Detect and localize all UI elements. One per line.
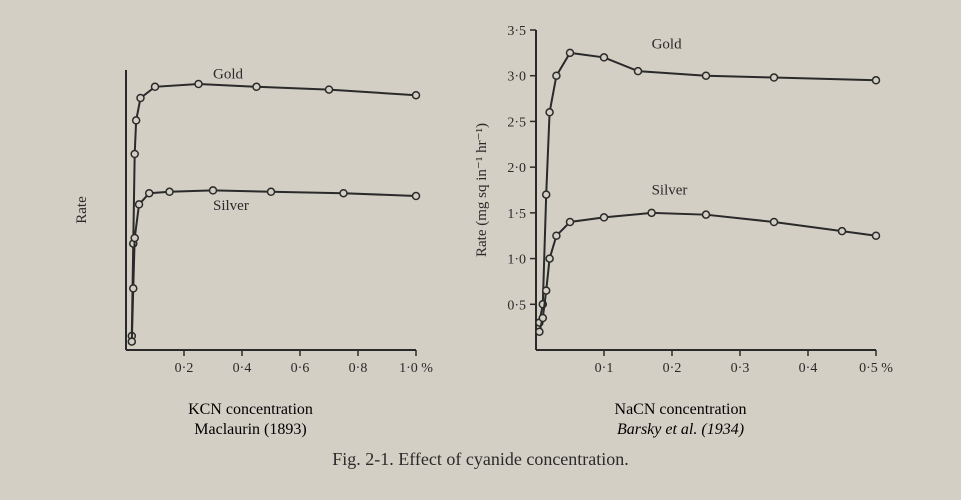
data-point bbox=[166, 188, 173, 195]
right-chart-panel: 0·1 0·2 0·3 0·4 0·5 % 0·5 1·0 1·5 2·0 2·5 3·0 3·5 Ra… bbox=[466, 20, 896, 439]
x-tick-label: 0·2 bbox=[174, 361, 193, 376]
data-point bbox=[872, 77, 879, 84]
data-point bbox=[128, 338, 135, 345]
left-author: Maclaurin (1893) bbox=[66, 421, 436, 439]
data-point bbox=[648, 209, 655, 216]
y-tick-label: 3·5 bbox=[507, 24, 526, 39]
series-line bbox=[539, 53, 876, 323]
left-chart-panel: 0·2 0·4 0·6 0·8 1·0 % Rate Gold Silver KCN conc… bbox=[66, 60, 436, 439]
data-point bbox=[702, 211, 709, 218]
x-tick-label: 0·6 bbox=[290, 361, 309, 376]
data-point bbox=[546, 109, 553, 116]
x-tick-label: 0·4 bbox=[798, 361, 817, 376]
data-point bbox=[151, 83, 158, 90]
data-point bbox=[566, 219, 573, 226]
x-tick-label: 1·0 % bbox=[399, 361, 433, 376]
data-point bbox=[535, 328, 542, 335]
data-point bbox=[542, 191, 549, 198]
x-tick-label: 0·4 bbox=[232, 361, 251, 376]
series-label: Gold bbox=[651, 36, 682, 52]
data-point bbox=[600, 214, 607, 221]
right-xlabel: NaCN concentration bbox=[466, 401, 896, 419]
left-xlabel: KCN concentration bbox=[66, 401, 436, 419]
y-tick-label: 1·0 bbox=[507, 253, 526, 268]
data-point bbox=[770, 219, 777, 226]
right-author: Barsky et al. (1934) bbox=[466, 421, 896, 439]
data-point bbox=[566, 49, 573, 56]
data-point bbox=[137, 95, 144, 102]
data-point bbox=[145, 190, 152, 197]
data-point bbox=[542, 287, 549, 294]
x-tick-label: 0·2 bbox=[662, 361, 681, 376]
x-tick-label: 0·1 bbox=[594, 361, 613, 376]
x-tick-label: 0·5 % bbox=[859, 361, 893, 376]
data-point bbox=[267, 188, 274, 195]
data-point bbox=[552, 232, 559, 239]
data-point bbox=[131, 151, 138, 158]
data-point bbox=[412, 92, 419, 99]
x-tick-label: 0·8 bbox=[348, 361, 367, 376]
data-point bbox=[539, 315, 546, 322]
y-tick-label: 2·0 bbox=[507, 161, 526, 176]
y-tick-label: 0·5 bbox=[507, 298, 526, 313]
data-point bbox=[770, 74, 777, 81]
data-point bbox=[546, 255, 553, 262]
data-point bbox=[131, 235, 138, 242]
y-axis-label: Rate (mg sq in⁻¹ hr⁻¹) bbox=[474, 123, 490, 257]
series-line bbox=[131, 190, 415, 341]
data-point bbox=[132, 117, 139, 124]
y-axis-label: Rate bbox=[74, 196, 90, 224]
data-point bbox=[135, 201, 142, 208]
data-point bbox=[129, 285, 136, 292]
series-label: Silver bbox=[213, 198, 249, 214]
data-point bbox=[600, 54, 607, 61]
series-label: Gold bbox=[213, 66, 244, 82]
data-point bbox=[325, 86, 332, 93]
chart-panels: 0·2 0·4 0·6 0·8 1·0 % Rate Gold Silver KCN conc… bbox=[66, 20, 896, 439]
data-point bbox=[702, 72, 709, 79]
y-tick-label: 1·5 bbox=[507, 207, 526, 222]
right-chart-svg: 0·1 0·2 0·3 0·4 0·5 % 0·5 1·0 1·5 2·0 2·5 3·0 3·5 Ra… bbox=[466, 20, 896, 390]
data-point bbox=[195, 81, 202, 88]
data-point bbox=[634, 68, 641, 75]
data-point bbox=[412, 193, 419, 200]
figure: 0·2 0·4 0·6 0·8 1·0 % Rate Gold Silver KCN conc… bbox=[20, 20, 941, 470]
x-tick-label: 0·3 bbox=[730, 361, 749, 376]
series-label: Silver bbox=[651, 183, 687, 199]
series-line bbox=[539, 213, 876, 332]
y-tick-label: 3·0 bbox=[507, 70, 526, 85]
data-point bbox=[872, 232, 879, 239]
data-point bbox=[838, 228, 845, 235]
data-point bbox=[253, 83, 260, 90]
y-tick-label: 2·5 bbox=[507, 115, 526, 130]
series-line bbox=[131, 84, 415, 336]
data-point bbox=[552, 72, 559, 79]
data-point bbox=[340, 190, 347, 197]
figure-caption: Fig. 2-1. Effect of cyanide concentratio… bbox=[332, 449, 629, 470]
left-chart-svg: 0·2 0·4 0·6 0·8 1·0 % Rate Gold Silver bbox=[66, 60, 436, 390]
data-point bbox=[209, 187, 216, 194]
